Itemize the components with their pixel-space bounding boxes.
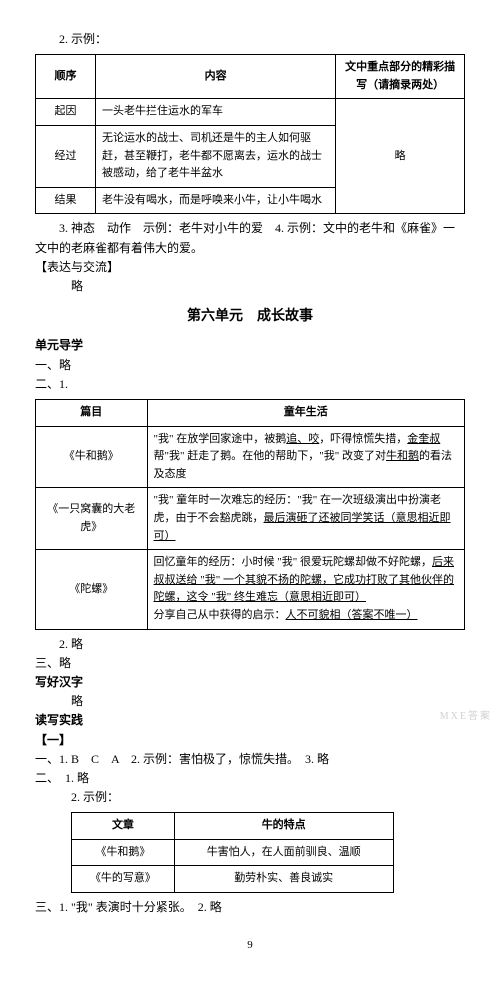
line: 略 bbox=[35, 692, 465, 711]
line: 2. 示例： bbox=[35, 788, 465, 807]
express-label: 【表达与交流】 bbox=[35, 258, 465, 277]
table-cow-traits: 文章 牛的特点 《牛和鹅》 牛害怕人，在人面前驯良、温顺 《牛的写意》 勤劳朴实… bbox=[71, 812, 394, 893]
th-trait: 牛的特点 bbox=[174, 813, 393, 840]
express-content: 略 bbox=[35, 277, 465, 296]
cell: 《一只窝囊的大老虎》 bbox=[36, 488, 148, 550]
th-life: 童年生活 bbox=[147, 400, 464, 427]
cell: 起因 bbox=[36, 99, 96, 126]
unit-title: 第六单元 成长故事 bbox=[35, 306, 465, 328]
table-row: 《一只窝囊的大老虎》 "我" 童年时一次难忘的经历："我" 在一次班级演出中扮演… bbox=[36, 488, 465, 550]
th-order: 顺序 bbox=[36, 55, 96, 99]
cell: 《牛的写意》 bbox=[72, 866, 175, 893]
table-row: 《牛和鹅》 "我" 在放学回家途中，被鹅追、咬，吓得惊慌失措，金奎叔帮"我" 赶… bbox=[36, 426, 465, 488]
th-content: 内容 bbox=[96, 55, 336, 99]
th-excerpt: 文中重点部分的精彩描写（请摘录两处） bbox=[336, 55, 465, 99]
table-sequence: 顺序 内容 文中重点部分的精彩描写（请摘录两处） 起因 一头老牛拦住运水的军车 … bbox=[35, 54, 465, 214]
line: 二、1. bbox=[35, 375, 465, 394]
read-write-label: 读写实践 bbox=[35, 711, 465, 730]
th-article: 文章 bbox=[72, 813, 175, 840]
example-line: 2. 示例： bbox=[35, 30, 465, 49]
cell: 《牛和鹅》 bbox=[72, 839, 175, 866]
watermark: MXE答案 bbox=[440, 709, 492, 725]
table-row: 文章 牛的特点 bbox=[72, 813, 394, 840]
cell: 一头老牛拦住运水的军车 bbox=[96, 99, 336, 126]
table-row: 《陀螺》 回忆童年的经历：小时候 "我" 很爱玩陀螺却做不好陀螺，后来叔叔送给 … bbox=[36, 550, 465, 629]
write-hanzi-label: 写好汉字 bbox=[35, 673, 465, 692]
cell: 牛害怕人，在人面前驯良、温顺 bbox=[174, 839, 393, 866]
cell: 无论运水的战士、司机还是牛的主人如何驱赶，甚至鞭打，老牛都不愿离去，运水的战士被… bbox=[96, 125, 336, 187]
cell: 经过 bbox=[36, 125, 96, 187]
line: 二、 1. 略 bbox=[35, 769, 465, 788]
line: 一、略 bbox=[35, 356, 465, 375]
line: 一、1. B C A 2. 示例：害怕极了，惊慌失措。 3. 略 bbox=[35, 750, 465, 769]
cell: 回忆童年的经历：小时候 "我" 很爱玩陀螺却做不好陀螺，后来叔叔送给 "我" 一… bbox=[147, 550, 464, 629]
unit-guide-label: 单元导学 bbox=[35, 336, 465, 355]
table-row: 《牛和鹅》 牛害怕人，在人面前驯良、温顺 bbox=[72, 839, 394, 866]
cell: 老牛没有喝水，而是呼唤来小牛，让小牛喝水 bbox=[96, 187, 336, 214]
cell: 勤劳朴实、善良诚实 bbox=[174, 866, 393, 893]
table-childhood: 篇目 童年生活 《牛和鹅》 "我" 在放学回家途中，被鹅追、咬，吓得惊慌失措，金… bbox=[35, 399, 465, 630]
line: 三、1. "我" 表演时十分紧张。 2. 略 bbox=[35, 898, 465, 917]
cell: 结果 bbox=[36, 187, 96, 214]
table-row: 顺序 内容 文中重点部分的精彩描写（请摘录两处） bbox=[36, 55, 465, 99]
cell: 《陀螺》 bbox=[36, 550, 148, 629]
th-title: 篇目 bbox=[36, 400, 148, 427]
table-row: 篇目 童年生活 bbox=[36, 400, 465, 427]
cell: 《牛和鹅》 bbox=[36, 426, 148, 488]
line: 三、略 bbox=[35, 654, 465, 673]
cell: "我" 童年时一次难忘的经历："我" 在一次班级演出中扮演老虎，由于不会豁虎跳，… bbox=[147, 488, 464, 550]
answer-line-3: 3. 神态 动作 示例：老牛对小牛的爱 4. 示例：文中的老牛和《麻雀》一文中的… bbox=[35, 219, 465, 257]
cell: "我" 在放学回家途中，被鹅追、咬，吓得惊慌失措，金奎叔帮"我" 赶走了鹅。在他… bbox=[147, 426, 464, 488]
table-row: 《牛的写意》 勤劳朴实、善良诚实 bbox=[72, 866, 394, 893]
table-row: 起因 一头老牛拦住运水的军车 略 bbox=[36, 99, 465, 126]
cell-merged: 略 bbox=[336, 99, 465, 214]
line: 2. 略 bbox=[35, 635, 465, 654]
part-label: 【一】 bbox=[35, 731, 465, 750]
page-number: 9 bbox=[35, 937, 465, 955]
